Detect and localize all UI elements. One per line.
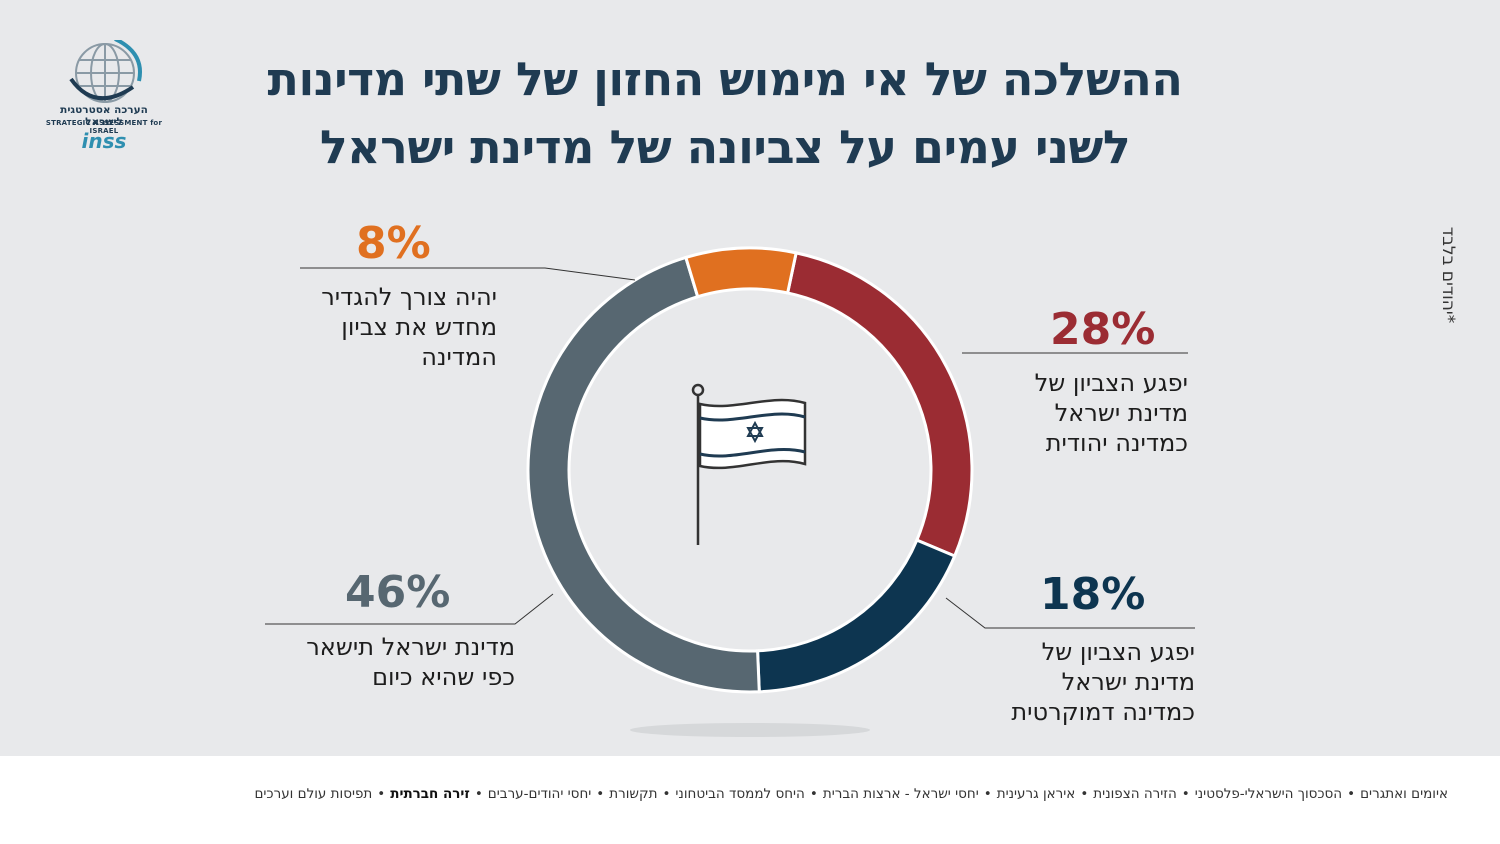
chart-shadow: [630, 723, 870, 737]
footer-topic: הסכסוך הישראלי-פלסטיני: [1194, 786, 1343, 802]
donut-chart: [265, 246, 1195, 737]
slice-label-redefine: יהיה צורך להגדיר מחדש את צביון המדינה: [321, 283, 497, 371]
slice-label-jewish: יפגע הצביון של מדינת ישראל כמדינה יהודית: [1034, 369, 1188, 457]
footer-bar: איומים ואתגרים•הסכסוך הישראלי-פלסטיני•הז…: [0, 756, 1500, 844]
footer-topic: הזירה הצפונית: [1093, 786, 1177, 802]
slice-jewish: [785, 251, 974, 558]
leader-line-8: [300, 267, 636, 281]
footer-topic: איומים ואתגרים: [1360, 786, 1448, 802]
logo-hebrew-text: הערכה אסטרטגית לישראל: [60, 104, 148, 128]
logo-english-text: STRATEGIC ASSESSMENT for ISRAEL: [45, 119, 163, 135]
leader-line-46: [265, 593, 554, 625]
slice-label-remain: מדינת ישראל תישאר כפי שהיא כיום: [306, 633, 515, 691]
footer-separator: •: [1181, 786, 1190, 802]
slice-remain: [526, 255, 761, 694]
footer-separator: •: [596, 786, 605, 802]
footer-topic: איראן גרעינית: [996, 786, 1076, 802]
slice-democratic: [756, 538, 957, 694]
slice-pct-democratic: 18%: [1040, 569, 1146, 620]
footer-topic: היחס לממסד הביטחוני: [675, 786, 805, 802]
footer-separator: •: [377, 786, 386, 802]
footer-separator: •: [662, 786, 671, 802]
page-title-line-2: לשני עמים על צביונה של מדינת ישראל: [319, 120, 1131, 174]
slice-label-democratic: יפגע הצביון של מדינת ישראל כמדינה דמוקרט…: [1011, 638, 1195, 726]
footer-topic: זירה חברתית: [390, 786, 470, 802]
slice-pct-jewish: 28%: [1050, 304, 1156, 355]
footer-topic: יחסי יהודים-ערבים: [487, 786, 592, 802]
slice-pct-redefine: 8%: [356, 218, 431, 269]
leader-line-18: [945, 597, 1195, 629]
inss-globe-logo-icon: [69, 40, 142, 103]
footer-topic: תפיסות עולם וערכים: [254, 786, 373, 802]
main-panel: [0, 0, 1500, 756]
logo-brand-text: inss: [81, 129, 127, 153]
israel-flag-icon: [691, 383, 807, 545]
slice-redefine: [683, 246, 798, 299]
footer-topic: תקשורת: [609, 786, 658, 802]
footer-topic: יחסי ישראל - ארצות הברית: [822, 786, 979, 802]
footer-separator: •: [1080, 786, 1089, 802]
footer-separator: •: [983, 786, 992, 802]
footer-separator: •: [1347, 786, 1356, 802]
footer-separator: •: [809, 786, 818, 802]
footer-topics: איומים ואתגרים•הסכסוך הישראלי-פלסטיני•הז…: [254, 786, 1448, 802]
slice-pct-remain: 46%: [345, 567, 451, 618]
page-title-line-1: ההשלכה של אי מימוש החזון של שתי מדינות: [267, 52, 1183, 106]
footer-separator: •: [474, 786, 483, 802]
